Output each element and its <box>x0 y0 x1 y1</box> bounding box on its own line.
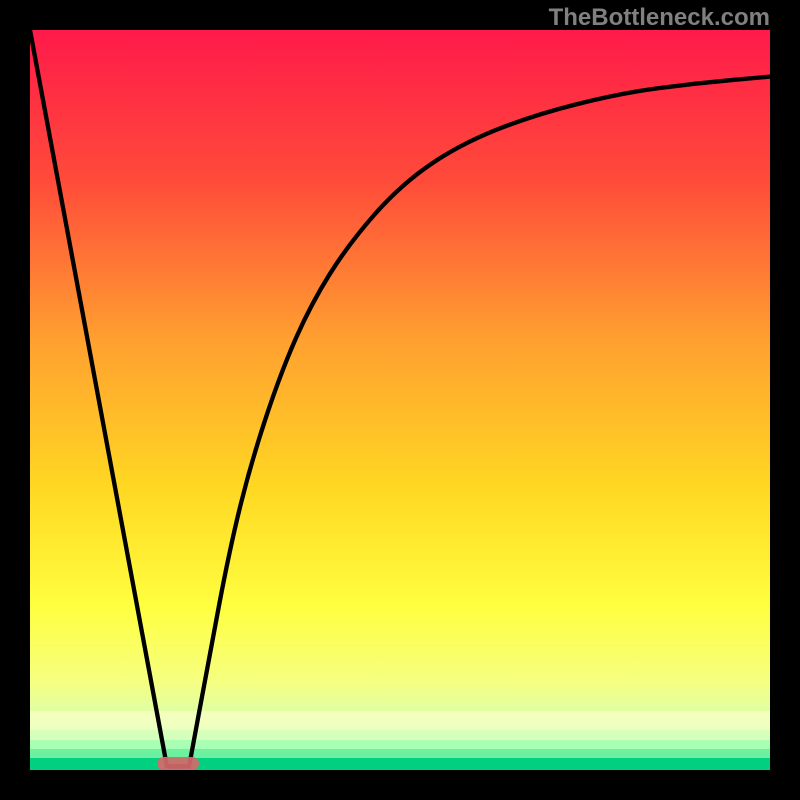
minimum-marker <box>157 757 200 770</box>
chart-frame: TheBottleneck.com <box>0 0 800 800</box>
watermark-text: TheBottleneck.com <box>549 4 770 32</box>
bottleneck-curve <box>30 30 770 766</box>
curve-layer <box>30 30 770 770</box>
plot-area <box>30 30 770 770</box>
